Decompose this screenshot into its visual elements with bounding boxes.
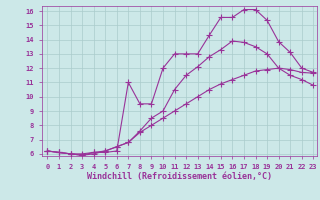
X-axis label: Windchill (Refroidissement éolien,°C): Windchill (Refroidissement éolien,°C)	[87, 172, 272, 181]
